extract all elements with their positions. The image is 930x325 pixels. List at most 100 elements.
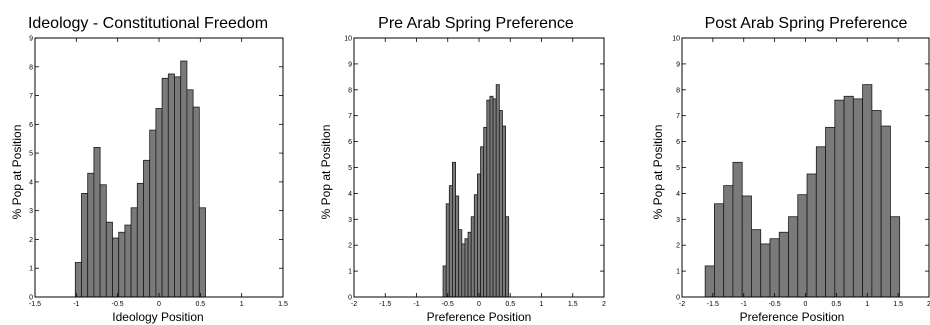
x-tick-label: -2 (351, 301, 357, 308)
bar (112, 237, 120, 298)
x-tick-label: 1 (240, 301, 244, 308)
bar (760, 243, 771, 298)
bar (130, 207, 138, 298)
x-tick-label: -2 (679, 301, 685, 308)
x-tick-label: 1.5 (893, 301, 903, 308)
y-tick-label: 1 (29, 266, 33, 273)
bar (732, 161, 743, 298)
x-tick-label: 1 (865, 301, 869, 308)
panel-post-arab-spring: Post Arab Spring Preference Preference P… (651, 15, 930, 324)
bar (788, 216, 799, 298)
bar (880, 125, 891, 298)
y-tick-label: 10 (672, 36, 680, 43)
bar (502, 125, 506, 298)
panel-pre-arab-spring: Pre Arab Spring Preference Preference Po… (319, 15, 606, 324)
y-tick-label: 3 (676, 217, 680, 224)
x-tick-label: 1.5 (278, 301, 288, 308)
bar (806, 173, 817, 298)
y-tick-label: 6 (676, 139, 680, 146)
x-tick-label: 2 (602, 301, 606, 308)
x-tick-label: 1 (540, 301, 544, 308)
bar (198, 207, 206, 298)
y-axis-label: % Pop at Position (319, 125, 333, 220)
y-tick-label: 1 (348, 269, 352, 276)
y-tick-label: 2 (676, 243, 680, 250)
bar (452, 161, 456, 298)
bar (124, 224, 132, 298)
bar (495, 84, 500, 298)
y-tick-label: 9 (29, 36, 33, 43)
y-tick-label: 2 (348, 243, 352, 250)
bar (741, 195, 752, 298)
x-tick-label: 0 (157, 301, 161, 308)
bar (723, 185, 734, 298)
chart-title: Post Arab Spring Preference (705, 15, 908, 32)
y-tick-label: 8 (29, 64, 33, 71)
bar (852, 98, 864, 298)
bar (492, 98, 497, 298)
bar (455, 195, 460, 298)
x-tick-label: -1 (73, 301, 79, 308)
bar (486, 99, 491, 298)
x-axis-label: Preference Position (740, 310, 845, 324)
bar (99, 184, 107, 298)
y-tick-label: 1 (676, 269, 680, 276)
bar (862, 84, 873, 298)
y-tick-label: 6 (348, 139, 352, 146)
y-tick-label: 3 (29, 208, 33, 215)
y-axis-label: % Pop at Position (651, 125, 665, 220)
y-tick-label: 4 (29, 179, 33, 186)
bar (105, 221, 113, 298)
x-tick-label: -1 (741, 301, 747, 308)
bar (461, 243, 466, 298)
bar (467, 231, 472, 298)
bar (87, 172, 95, 298)
bar (480, 146, 485, 298)
bar (498, 110, 503, 298)
bar (81, 192, 89, 298)
y-tick-label: 7 (348, 113, 352, 120)
bar (445, 203, 450, 298)
x-tick-label: 2 (927, 301, 930, 308)
y-tick-label: 5 (29, 151, 33, 158)
bar (843, 95, 854, 298)
bar (834, 99, 845, 298)
x-tick-label: -1.5 (29, 301, 41, 308)
x-axis-label: Ideology Position (112, 310, 203, 324)
y-tick-label: 9 (676, 61, 680, 68)
bar (192, 106, 200, 298)
bar (477, 173, 481, 298)
bar (825, 126, 836, 298)
x-tick-label: -0.5 (112, 301, 124, 308)
bar (143, 159, 151, 298)
bar (871, 110, 882, 298)
chart-title: Ideology - Constitutional Freedom (28, 15, 268, 32)
y-axis-label: % Pop at Position (10, 125, 24, 220)
y-tick-label: 4 (676, 191, 680, 198)
y-tick-label: 10 (344, 36, 352, 43)
x-tick-label: 0.5 (832, 301, 842, 308)
bar (769, 238, 780, 298)
bar (704, 265, 715, 298)
bar (448, 185, 453, 298)
panel-ideology: Ideology - Constitutional Freedom Ideolo… (10, 15, 288, 324)
y-tick-label: 6 (29, 122, 33, 129)
bar (167, 73, 175, 298)
y-tick-label: 9 (348, 61, 352, 68)
bar (93, 146, 101, 298)
y-tick-label: 3 (348, 217, 352, 224)
bar (797, 194, 808, 298)
bar (155, 108, 163, 298)
x-tick-label: 0 (804, 301, 808, 308)
x-tick-label: 0 (477, 301, 481, 308)
y-tick-label: 0 (676, 295, 680, 302)
bar (489, 95, 494, 298)
y-tick-label: 8 (676, 87, 680, 94)
x-tick-label: -1.5 (707, 301, 719, 308)
y-tick-label: 7 (676, 113, 680, 120)
chart-title: Pre Arab Spring Preference (378, 15, 574, 32)
bar (161, 77, 169, 298)
y-tick-label: 0 (348, 295, 352, 302)
bar (174, 76, 182, 298)
